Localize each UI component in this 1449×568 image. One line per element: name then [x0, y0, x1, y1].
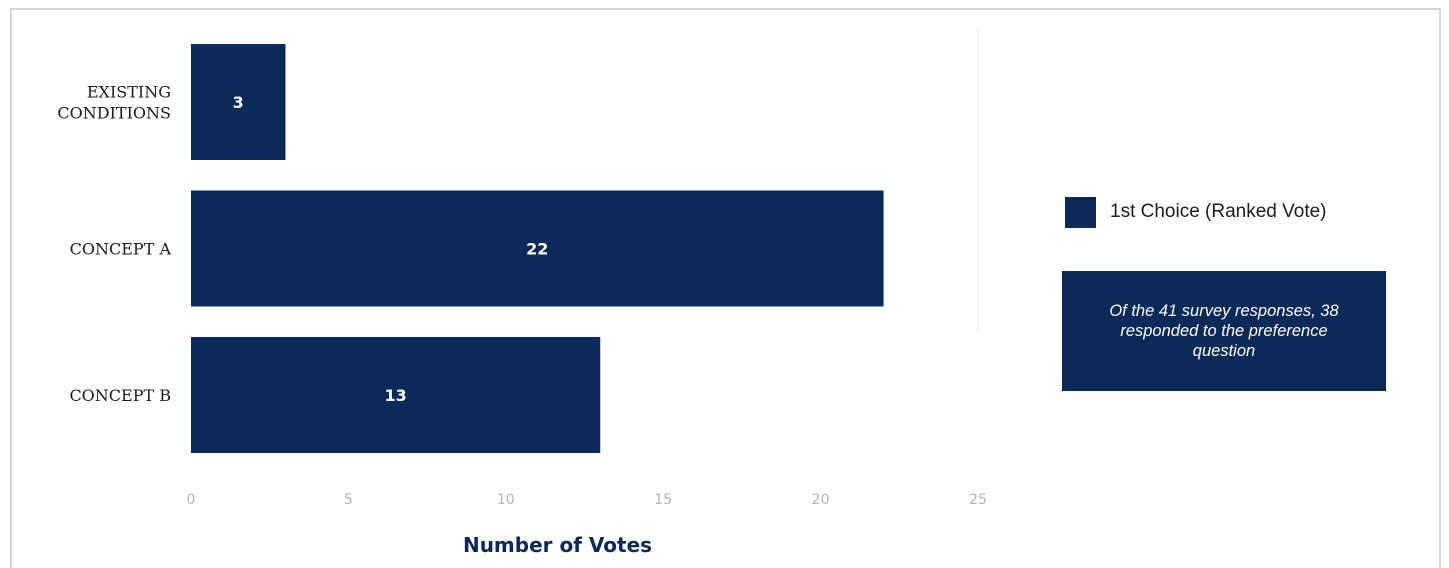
- bar-value-label-1: 22: [526, 240, 548, 259]
- x-tick-label-5: 25: [969, 492, 987, 508]
- category-label-0-0: EXISTING: [87, 83, 171, 102]
- category-label-2-0: CONCEPT B: [69, 386, 171, 405]
- survey-note: Of the 41 survey responses, 38 responded…: [1062, 271, 1386, 391]
- x-tick-label-2: 10: [497, 492, 515, 508]
- legend-swatch: [1065, 196, 1096, 228]
- legend-label: 1st Choice (Ranked Vote): [1110, 201, 1327, 222]
- bar-value-label-2: 13: [384, 386, 406, 405]
- x-axis-title: Number of Votes: [463, 533, 652, 557]
- category-label-1-0: CONCEPT A: [70, 240, 172, 259]
- category-label-0-1: CONDITIONS: [57, 104, 171, 123]
- bar-0: [191, 44, 286, 160]
- survey-note-text: Of the 41 survey responses, 38 responded…: [1109, 302, 1339, 360]
- x-tick-label-3: 15: [654, 492, 672, 508]
- x-tick-label-4: 20: [812, 492, 830, 508]
- bar-value-label-0: 3: [233, 93, 244, 112]
- x-tick-label-0: 0: [187, 492, 196, 508]
- bar-1: [191, 190, 884, 307]
- bar-2: [191, 337, 601, 453]
- x-tick-label-1: 5: [344, 492, 353, 508]
- legend: 1st Choice (Ranked Vote): [1065, 196, 1327, 228]
